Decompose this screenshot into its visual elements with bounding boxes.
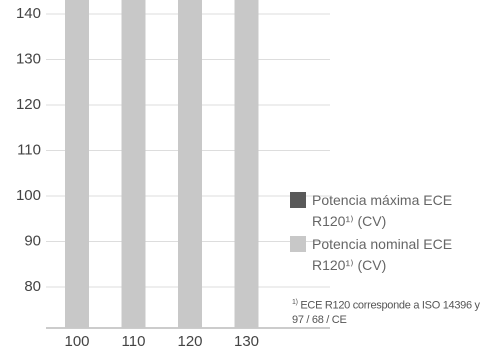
legend-entry: Potencia nominal ECE R120¹⁾ (CV) (290, 234, 480, 276)
legend-swatch (290, 192, 306, 208)
y-tick-label: 90 (24, 233, 41, 250)
x-tick-label: 100 (64, 333, 89, 350)
y-tick-label: 140 (16, 5, 41, 22)
bar-segment (178, 0, 202, 329)
footnote: 1) ECE R120 corresponde a ISO 14396 y 97… (292, 296, 488, 327)
bar-segment (234, 0, 259, 328)
x-tick-label: 110 (122, 333, 146, 350)
legend-label: Potencia máxima ECE R120¹⁾ (CV) (312, 192, 453, 229)
x-tick-label: 120 (177, 333, 202, 350)
bar-segment (121, 0, 146, 328)
legend-swatch (290, 236, 306, 252)
y-tick-label: 100 (16, 187, 41, 204)
footnote-marker: 1) (292, 299, 298, 306)
y-tick-label: 120 (16, 96, 41, 113)
footnote-text: ECE R120 corresponde a ISO 14396 y 97 / … (292, 299, 480, 326)
bar-segment (65, 0, 89, 328)
y-tick-label: 80 (24, 278, 41, 295)
x-tick-label: 130 (234, 333, 259, 350)
y-tick-label: 110 (17, 141, 41, 158)
y-tick-label: 130 (16, 50, 41, 67)
legend-label: Potencia nominal ECE R120¹⁾ (CV) (312, 236, 453, 273)
legend-entry: Potencia máxima ECE R120¹⁾ (CV) (290, 190, 480, 232)
